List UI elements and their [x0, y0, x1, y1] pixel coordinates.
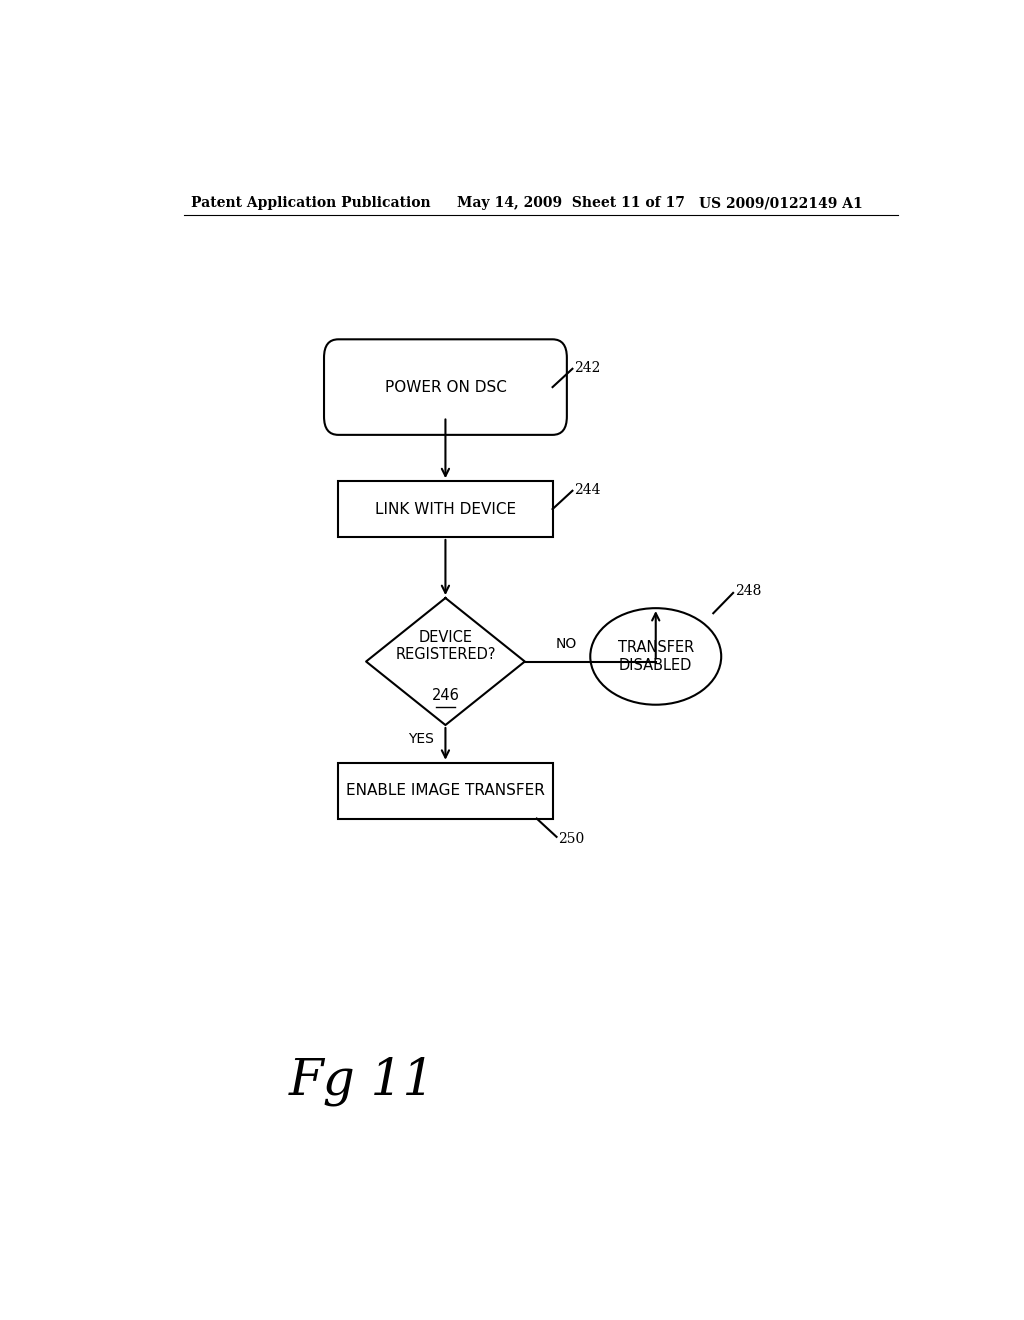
Text: 248: 248	[734, 583, 761, 598]
Text: 244: 244	[574, 483, 600, 496]
Ellipse shape	[590, 609, 721, 705]
Bar	[338, 480, 553, 537]
Text: US 2009/0122149 A1: US 2009/0122149 A1	[699, 197, 863, 210]
FancyBboxPatch shape	[324, 339, 567, 434]
Text: ENABLE IMAGE TRANSFER: ENABLE IMAGE TRANSFER	[346, 783, 545, 799]
Text: LINK WITH DEVICE: LINK WITH DEVICE	[375, 502, 516, 516]
Text: DEVICE
REGISTERED?: DEVICE REGISTERED?	[395, 630, 496, 663]
Text: Fg 11: Fg 11	[289, 1056, 435, 1106]
Text: YES: YES	[409, 731, 434, 746]
Text: Patent Application Publication: Patent Application Publication	[191, 197, 431, 210]
Text: 246: 246	[431, 688, 460, 702]
Text: May 14, 2009  Sheet 11 of 17: May 14, 2009 Sheet 11 of 17	[458, 197, 685, 210]
Text: 250: 250	[558, 832, 585, 846]
Text: 242: 242	[574, 360, 600, 375]
Bar	[338, 763, 553, 818]
Text: TRANSFER
DISABLED: TRANSFER DISABLED	[617, 640, 694, 673]
Text: POWER ON DSC: POWER ON DSC	[384, 380, 507, 395]
Text: NO: NO	[556, 638, 578, 651]
